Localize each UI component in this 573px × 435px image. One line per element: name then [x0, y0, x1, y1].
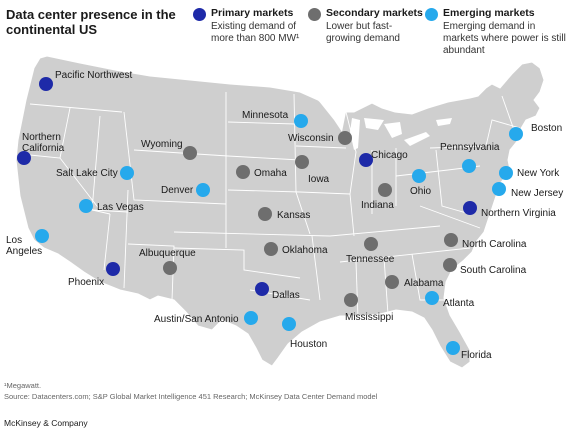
market-label: Wyoming — [141, 139, 183, 150]
market-marker-secondary — [295, 155, 309, 169]
market-marker-emerging — [412, 169, 426, 183]
market-marker-secondary — [258, 207, 272, 221]
market-label: Mississippi — [345, 312, 393, 323]
market-marker-emerging — [509, 127, 523, 141]
market-label: Boston — [531, 123, 562, 134]
market-marker-primary — [463, 201, 477, 215]
market-marker-emerging — [282, 317, 296, 331]
market-label: Salt Lake City — [56, 168, 118, 179]
footnote-megawatt: ¹Megawatt. — [4, 381, 42, 390]
market-label: Los Angeles — [6, 235, 42, 257]
brand-name: McKinsey & Company — [4, 418, 88, 428]
market-label: Northern Virginia — [481, 208, 556, 219]
market-label: Florida — [461, 350, 492, 361]
market-marker-primary — [106, 262, 120, 276]
market-label: Kansas — [277, 210, 310, 221]
market-marker-emerging — [35, 229, 49, 243]
market-marker-secondary — [338, 131, 352, 145]
market-label: South Carolina — [460, 265, 527, 276]
map-title: Data center presence in the continental … — [6, 7, 176, 37]
us-outline — [15, 55, 545, 369]
market-label: Omaha — [254, 168, 287, 179]
state-borders — [19, 92, 521, 319]
market-marker-secondary — [364, 237, 378, 251]
market-marker-emerging — [120, 166, 134, 180]
legend-description: Lower but fast-growing demand — [326, 21, 400, 44]
market-label: Indiana — [361, 200, 394, 211]
market-marker-emerging — [425, 291, 439, 305]
legend-title: Secondary markets — [326, 7, 423, 19]
market-label: Austin/San Antonio — [154, 314, 239, 325]
market-label: Las Vegas — [97, 202, 144, 213]
legend-title: Emerging markets — [443, 7, 535, 19]
market-label: Phoenix — [68, 277, 104, 288]
footnote-source: Source: Datacenters.com; S&P Global Mark… — [4, 392, 378, 401]
market-marker-emerging — [499, 166, 513, 180]
market-label: Alabama — [404, 278, 444, 289]
market-marker-emerging — [446, 341, 460, 355]
market-label: Pacific Northwest — [55, 70, 132, 81]
market-label: Atlanta — [443, 298, 475, 309]
market-marker-secondary — [264, 242, 278, 256]
market-marker-emerging — [79, 199, 93, 213]
market-label: Houston — [290, 339, 327, 350]
emerging-dot-icon — [425, 8, 438, 21]
market-marker-secondary — [344, 293, 358, 307]
market-label: New York — [517, 168, 560, 179]
market-marker-primary — [359, 153, 373, 167]
market-marker-emerging — [492, 182, 506, 196]
market-marker-primary — [39, 77, 53, 91]
market-marker-secondary — [385, 275, 399, 289]
market-label: Minnesota — [242, 110, 289, 121]
legend-title: Primary markets — [211, 7, 294, 19]
market-label: Wisconsin — [288, 133, 334, 144]
market-label: Iowa — [308, 174, 330, 185]
market-marker-primary — [17, 151, 31, 165]
market-label: Pennsylvania — [440, 142, 500, 153]
market-marker-emerging — [196, 183, 210, 197]
market-marker-emerging — [294, 114, 308, 128]
market-label: Dallas — [272, 290, 300, 301]
market-marker-secondary — [236, 165, 250, 179]
market-marker-primary — [255, 282, 269, 296]
market-label: Oklahoma — [282, 245, 328, 256]
market-markers: Pacific Northwest Northern California Salt … — [6, 70, 563, 361]
market-marker-secondary — [443, 258, 457, 272]
market-label: North Carolina — [462, 239, 527, 250]
market-label: Chicago — [371, 150, 408, 161]
market-marker-secondary — [444, 233, 458, 247]
market-label: Albuquerque — [139, 248, 196, 259]
market-label: Ohio — [410, 186, 432, 197]
market-label: Denver — [161, 185, 194, 196]
market-marker-secondary — [163, 261, 177, 275]
market-label: Tennessee — [346, 254, 395, 265]
secondary-dot-icon — [308, 8, 321, 21]
market-marker-secondary — [378, 183, 392, 197]
market-marker-emerging — [462, 159, 476, 173]
market-marker-emerging — [244, 311, 258, 325]
legend-description: Emerging demand in markets where power i… — [443, 21, 566, 56]
legend-description: Existing demand of more than 800 MW¹ — [211, 21, 300, 44]
primary-dot-icon — [193, 8, 206, 21]
market-marker-secondary — [183, 146, 197, 160]
market-label: New Jersey — [511, 188, 563, 199]
market-label: Northern California — [22, 132, 65, 154]
